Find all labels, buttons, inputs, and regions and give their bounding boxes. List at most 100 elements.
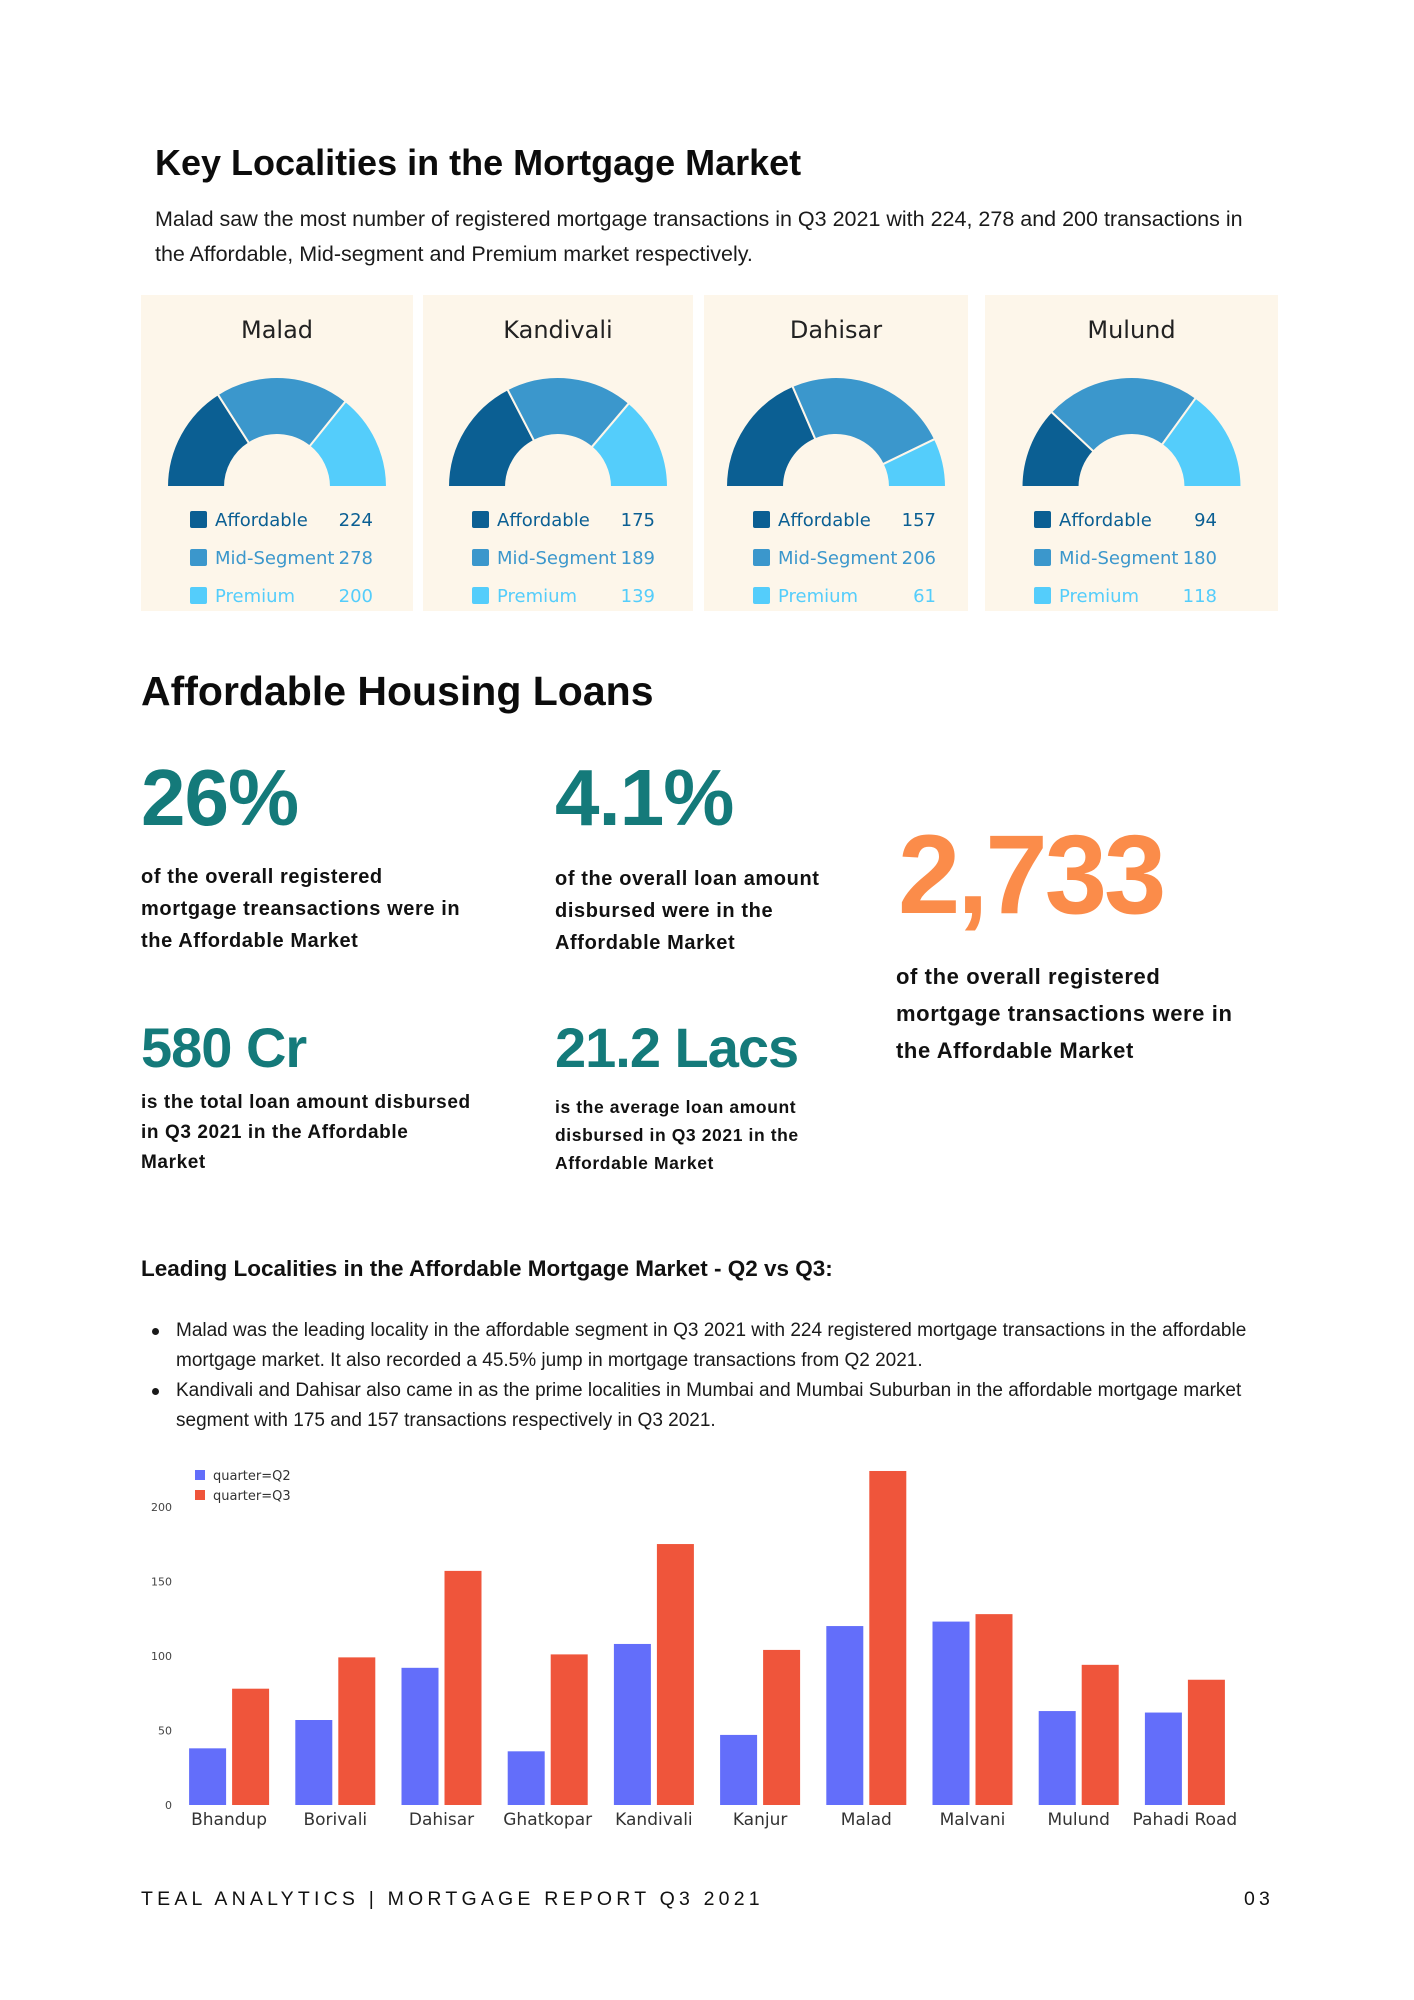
footer-page-number: 03 — [1244, 1888, 1275, 1910]
legend-value: 175 — [621, 510, 655, 531]
x-tick-label: Pahadi Road — [1133, 1810, 1238, 1830]
stat-desc-average-loan: is the average loan amount disbursed in … — [555, 1097, 799, 1173]
gauge-title: Mulund — [1087, 316, 1175, 344]
legend-label: Premium — [497, 586, 577, 607]
legend-label: Mid-Segment — [1059, 548, 1178, 569]
legend-swatch — [190, 549, 207, 566]
legend-label: quarter=Q2 — [213, 1469, 291, 1484]
section-title-affordable-loans: Affordable Housing Loans — [141, 668, 654, 714]
leading-localities-bullets: Malad was the leading locality in the af… — [150, 1316, 1260, 1436]
mid-segment-segment — [1049, 376, 1198, 453]
premium-segment — [590, 401, 670, 488]
legend-label: Mid-Segment — [497, 548, 616, 569]
gauge-title: Dahisar — [790, 316, 882, 344]
legend-swatch — [190, 587, 207, 604]
bar-q3 — [232, 1688, 270, 1805]
gauge-chart: Mulund Affordable 94 Mid-Segment 180 Premium 1… — [1020, 316, 1243, 607]
legend-swatch — [472, 587, 489, 604]
stat-desc-total-loan: is the total loan amount disbursed in Q3… — [141, 1092, 471, 1173]
stat-value-total-loan: 580 Cr — [141, 1016, 307, 1079]
legend-label: Mid-Segment — [778, 548, 897, 569]
bar-q3 — [1081, 1664, 1119, 1805]
legend-label: Premium — [778, 586, 858, 607]
x-tick-label: Kandivali — [615, 1810, 692, 1830]
bar-q2 — [401, 1667, 439, 1805]
mid-segment-segment — [791, 376, 937, 466]
legend-value: 224 — [339, 510, 373, 531]
stat-value-average-loan: 21.2 Lacs — [555, 1016, 799, 1079]
legend-value: 139 — [621, 586, 655, 607]
y-tick-label: 100 — [151, 1650, 172, 1663]
bar-q2 — [613, 1643, 651, 1805]
x-tick-label: Kanjur — [733, 1810, 788, 1830]
stat-value-transactions-count: 2,733 — [898, 812, 1166, 937]
bar-q3 — [550, 1654, 588, 1805]
bar-q3 — [869, 1470, 907, 1805]
legend-value: 118 — [1183, 586, 1217, 607]
bar-q2 — [507, 1751, 545, 1805]
premium-segment — [881, 437, 948, 488]
mid-segment-segment — [216, 376, 348, 448]
bar-q2 — [1144, 1712, 1182, 1805]
bullet-item: Malad was the leading locality in the af… — [150, 1316, 1260, 1376]
stat-desc-transactions-count: of the overall registered mortgage trans… — [896, 964, 1233, 1063]
legend-label: Affordable — [778, 510, 871, 531]
legend-label: quarter=Q3 — [213, 1489, 291, 1504]
bar-q3 — [656, 1544, 694, 1805]
legend-label: Affordable — [215, 510, 308, 531]
gauge-title: Kandivali — [503, 316, 612, 344]
footer-report-title: TEAL ANALYTICS | MORTGAGE REPORT Q3 2021 — [141, 1888, 764, 1910]
legend-label: Premium — [1059, 586, 1139, 607]
x-tick-label: Ghatkopar — [503, 1810, 592, 1830]
stat-value-share-loan-amount: 4.1% — [555, 753, 734, 842]
legend-value: 200 — [339, 586, 373, 607]
legend-swatch — [753, 511, 770, 528]
bar-q3 — [763, 1649, 801, 1805]
bar-q2 — [720, 1734, 758, 1805]
gauge-title: Malad — [241, 316, 313, 344]
legend-label: Affordable — [497, 510, 590, 531]
y-tick-label: 0 — [165, 1799, 172, 1812]
section-title-key-localities: Key Localities in the Mortgage Market — [155, 142, 802, 183]
leading-localities-heading: Leading Localities in the Affordable Mor… — [141, 1256, 833, 1281]
legend-swatch — [472, 549, 489, 566]
y-tick-label: 50 — [158, 1724, 172, 1737]
premium-segment — [1160, 396, 1243, 488]
legend-swatch — [1034, 549, 1051, 566]
bar-q2 — [932, 1621, 970, 1805]
legend-value: 206 — [902, 548, 936, 569]
y-tick-label: 150 — [151, 1575, 172, 1588]
legend-value: 189 — [621, 548, 655, 569]
legend-value: 94 — [1194, 510, 1217, 531]
stat-value-share-transactions: 26% — [141, 753, 299, 842]
legend-value: 157 — [902, 510, 936, 531]
bar-q3 — [338, 1657, 376, 1805]
stat-desc-share-transactions: of the overall registered mortgage trean… — [141, 866, 461, 952]
legend-label: Premium — [215, 586, 295, 607]
bar-q2 — [295, 1720, 333, 1805]
bar-q3 — [975, 1614, 1013, 1805]
stat-desc-share-loan-amount: of the overall loan amount disbursed wer… — [555, 868, 820, 954]
legend-swatch — [1034, 587, 1051, 604]
gauge-panel-0: Malad Affordable 224 Mid-Segment 278 Premium 2… — [141, 295, 413, 611]
intro-paragraph: Malad saw the most number of registered … — [155, 207, 1243, 266]
legend-value: 278 — [339, 548, 373, 569]
legend-swatch — [195, 1470, 205, 1480]
legend-value: 61 — [913, 586, 936, 607]
q2-vs-q3-bar-chart: 0 50 100 150 200 Bhandup Borivali Dahisar Ghatko… — [151, 1460, 1240, 1830]
bullet-item: Kandivali and Dahisar also came in as th… — [150, 1376, 1260, 1436]
x-tick-label: Malad — [841, 1810, 892, 1830]
legend-value: 180 — [1183, 548, 1217, 569]
gauge-panel-3: Mulund Affordable 94 Mid-Segment 180 Premium 1… — [985, 295, 1278, 611]
x-tick-label: Bhandup — [191, 1810, 267, 1830]
x-tick-label: Dahisar — [409, 1810, 474, 1830]
y-tick-label: 200 — [151, 1501, 172, 1514]
premium-segment — [308, 399, 389, 488]
bar-q3 — [1187, 1679, 1225, 1805]
legend-label: Affordable — [1059, 510, 1152, 531]
x-tick-label: Borivali — [303, 1810, 367, 1830]
x-tick-label: Malvani — [940, 1810, 1006, 1830]
